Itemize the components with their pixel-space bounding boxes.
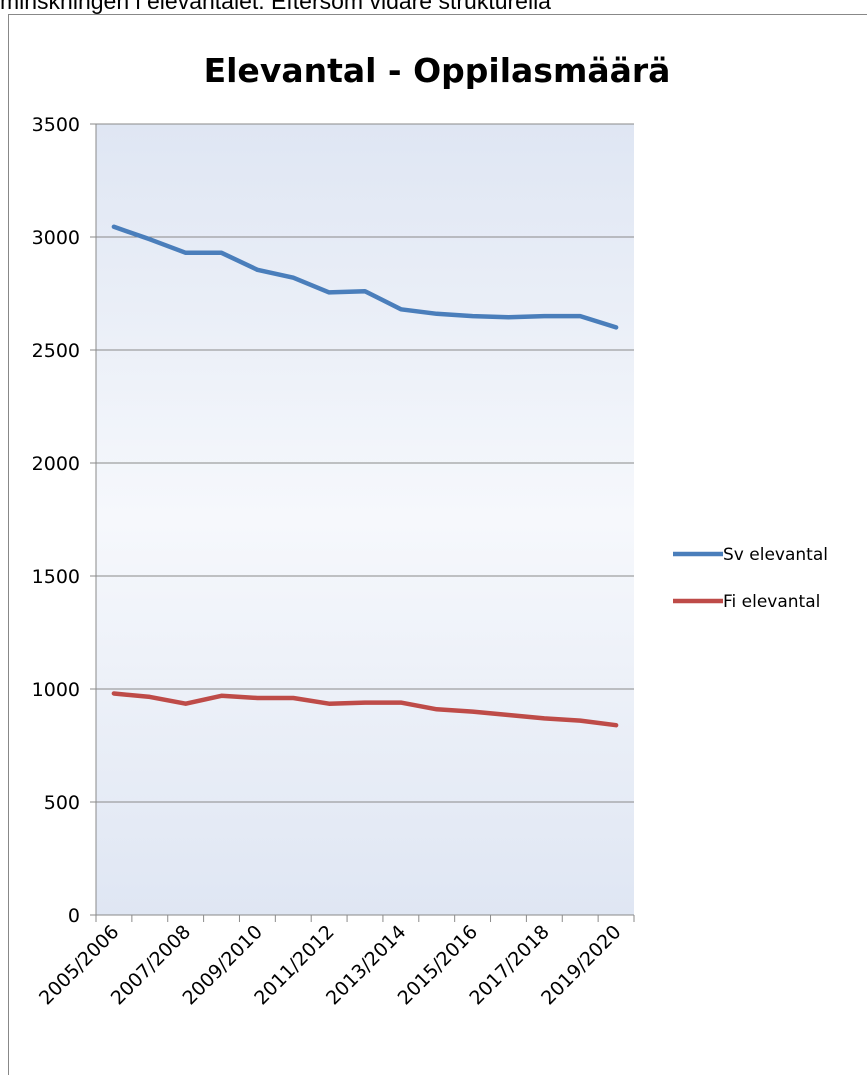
legend-label: Sv elevantal: [723, 545, 828, 565]
grid-lines: [90, 123, 634, 916]
legend: Sv elevantal Fi elevantal: [673, 545, 828, 612]
y-tick-label: 500: [44, 792, 80, 814]
top-text-line: minskningen i elevantalet. Eftersom vida…: [0, 0, 551, 14]
series-lines: [111, 224, 619, 728]
plot-area: [96, 124, 634, 915]
y-tick-label: 2000: [32, 453, 80, 475]
chart-title: Elevantal - Oppilasmäärä: [204, 51, 671, 90]
y-tick-label: 3000: [32, 227, 80, 249]
y-tick-labels: 0 500 1000 1500 2000 2500 3000 3500: [32, 114, 80, 927]
y-tick-label: 2500: [32, 340, 80, 362]
x-tick-labels: 2005/20062007/20082009/20102011/20122013…: [35, 921, 626, 1009]
axes: [95, 124, 635, 922]
series-line: [111, 224, 619, 330]
y-tick-label: 3500: [32, 114, 80, 136]
series-line: [111, 691, 619, 728]
y-tick-label: 1500: [32, 566, 80, 588]
y-tick-label: 0: [68, 905, 80, 927]
y-tick-label: 1000: [32, 679, 80, 701]
legend-label: Fi elevantal: [723, 592, 820, 612]
line-chart: 0 500 1000 1500 2000 2500 3000 3500 2005/200620…: [32, 51, 828, 1009]
